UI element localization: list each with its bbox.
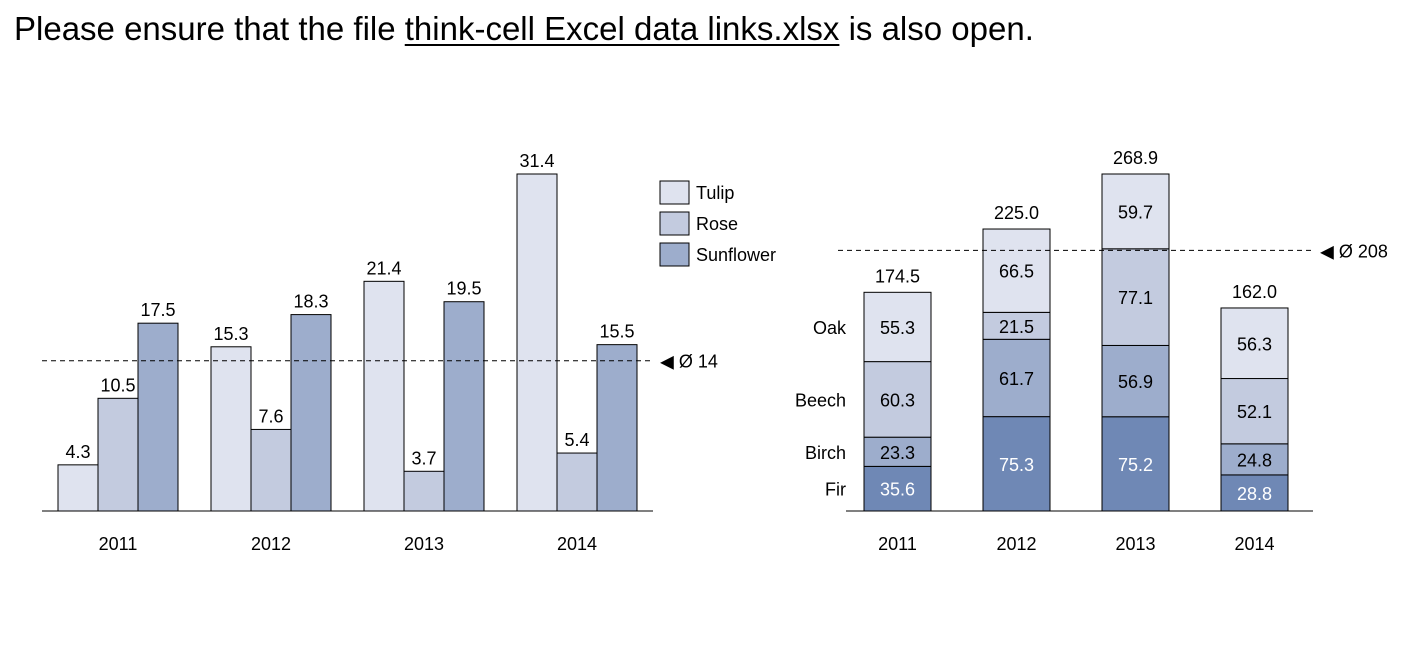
- series-label-beech: Beech: [795, 390, 846, 410]
- data-label: 7.6: [258, 406, 283, 426]
- segment-beech-2012: [982, 311, 1051, 340]
- clustered-bar-chart: 4.3 10.5 17.5 2011 15.3 7.6 18.3 2012 21.4 3.7 19.…: [42, 151, 776, 554]
- segment-label: 55.3: [880, 318, 915, 338]
- segment-label: 59.7: [1118, 202, 1153, 222]
- segment-label: 21.5: [999, 317, 1034, 337]
- segment-label: 52.1: [1237, 402, 1272, 422]
- data-label: 19.5: [446, 279, 481, 299]
- bar-rose-2011: [97, 397, 139, 512]
- legend-label-sunflower: Sunflower: [696, 245, 776, 265]
- series-label-birch: Birch: [805, 443, 846, 463]
- segment-beech-2013: [1101, 248, 1170, 346]
- total-label: 225.0: [994, 203, 1039, 223]
- x-tick-label: 2013: [1115, 534, 1155, 554]
- segment-label: 56.3: [1237, 334, 1272, 354]
- total-label: 162.0: [1232, 282, 1277, 302]
- x-tick-label: 2011: [99, 534, 138, 554]
- bar-sunflower-2014: [596, 344, 638, 512]
- stacked-bar-chart: 35.6 Fir 23.3 Birch 60.3 Beech 55.3 Oak 174.5 201…: [795, 148, 1388, 554]
- segment-label: 75.2: [1118, 455, 1153, 475]
- bar-rose-2014: [556, 452, 598, 512]
- segment-oak-2013: [1101, 173, 1170, 250]
- filename-link[interactable]: think-cell Excel data links.xlsx: [404, 10, 840, 47]
- series-label-fir: Fir: [825, 480, 846, 500]
- data-label: 10.5: [100, 375, 135, 395]
- instruction-suffix: is also open.: [839, 10, 1034, 47]
- data-label: 17.5: [140, 300, 175, 320]
- x-tick-label: 2014: [1234, 534, 1274, 554]
- average-label: ◀ Ø 208: [1320, 241, 1388, 261]
- bar-sunflower-2011: [137, 322, 179, 512]
- bar-tulip-2012: [210, 346, 252, 512]
- average-label: ◀ Ø 14: [660, 352, 718, 372]
- segment-label: 28.8: [1237, 484, 1272, 504]
- segment-fir-2011: [863, 465, 932, 512]
- total-label: 268.9: [1113, 148, 1158, 168]
- legend-swatch-rose: [659, 211, 690, 236]
- data-label: 31.4: [519, 151, 554, 171]
- bar-sunflower-2013: [443, 301, 485, 512]
- segment-label: 24.8: [1237, 450, 1272, 470]
- data-label: 5.4: [564, 430, 589, 450]
- segment-birch-2012: [982, 338, 1051, 418]
- segment-birch-2013: [1101, 344, 1170, 418]
- data-label: 21.4: [366, 258, 401, 278]
- data-label: 18.3: [293, 292, 328, 312]
- segment-label: 23.3: [880, 443, 915, 463]
- x-tick-label: 2012: [251, 534, 291, 554]
- data-label: 15.3: [213, 324, 248, 344]
- segment-fir-2013: [1101, 416, 1170, 512]
- x-tick-label: 2014: [557, 534, 597, 554]
- x-tick-label: 2013: [404, 534, 444, 554]
- bar-tulip-2011: [57, 464, 99, 512]
- legend-swatch-sunflower: [659, 242, 690, 267]
- total-label: 174.5: [875, 266, 920, 286]
- legend-label-rose: Rose: [696, 214, 738, 234]
- data-label: 4.3: [65, 442, 90, 462]
- bar-sunflower-2012: [290, 314, 332, 512]
- segment-label: 35.6: [880, 480, 915, 500]
- bar-tulip-2014: [516, 173, 558, 512]
- legend-label-tulip: Tulip: [696, 183, 734, 203]
- x-tick-label: 2011: [878, 534, 917, 554]
- segment-oak-2011: [863, 291, 932, 363]
- segment-fir-2012: [982, 416, 1051, 512]
- segment-label: 66.5: [999, 262, 1034, 282]
- segment-birch-2014: [1220, 443, 1289, 476]
- bar-tulip-2013: [363, 280, 405, 512]
- bar-rose-2012: [250, 428, 292, 512]
- segment-oak-2014: [1220, 307, 1289, 380]
- segment-label: 77.1: [1118, 288, 1153, 308]
- data-label: 3.7: [411, 448, 436, 468]
- segment-label: 75.3: [999, 455, 1034, 475]
- segment-beech-2014: [1220, 378, 1289, 445]
- segment-fir-2014: [1220, 474, 1289, 512]
- legend-swatch-tulip: [659, 180, 690, 205]
- instruction-text: Please ensure that the file think-cell E…: [14, 10, 1034, 48]
- segment-oak-2012: [982, 228, 1051, 313]
- x-tick-label: 2012: [996, 534, 1036, 554]
- series-label-oak: Oak: [813, 318, 847, 338]
- segment-label: 60.3: [880, 390, 915, 410]
- segment-label: 61.7: [999, 369, 1034, 389]
- segment-birch-2011: [863, 436, 932, 467]
- bar-rose-2013: [403, 470, 445, 512]
- instruction-prefix: Please ensure that the file: [14, 10, 405, 47]
- data-label: 15.5: [599, 322, 634, 342]
- segment-label: 56.9: [1118, 372, 1153, 392]
